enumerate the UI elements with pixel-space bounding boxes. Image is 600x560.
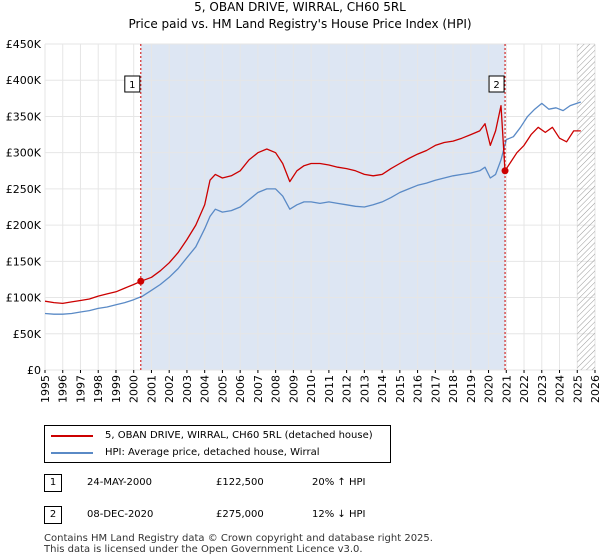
- transaction-price: £275,000: [216, 509, 264, 520]
- sale-label-box: [124, 75, 141, 93]
- footer-licence: This data is licensed under the Open Gov…: [44, 544, 363, 555]
- x-tick-label: 2010: [305, 375, 318, 403]
- x-tick-label: 2015: [394, 375, 407, 403]
- x-tick-label: 2003: [181, 375, 194, 403]
- x-tick-label: 2001: [145, 375, 158, 403]
- sale-label: 1: [129, 80, 135, 91]
- x-tick-label: 2012: [341, 375, 354, 403]
- x-tick-label: 1998: [92, 375, 105, 403]
- chart-title-line1: 5, OBAN DRIVE, WIRRAL, CH60 5RL: [194, 0, 406, 14]
- x-tick-label: 2007: [252, 375, 265, 403]
- x-tick-label: 2016: [412, 375, 425, 403]
- y-tick-label: £100K: [6, 292, 42, 305]
- forecast-hatch: [577, 44, 595, 370]
- x-tick-label: 2018: [447, 375, 460, 403]
- y-tick-label: £150K: [6, 255, 42, 268]
- x-tick-label: 2017: [429, 375, 442, 403]
- transaction-price: £122,500: [216, 477, 264, 488]
- x-tick-label: 2019: [465, 375, 478, 403]
- x-tick-label: 2008: [270, 375, 283, 403]
- x-tick-label: 2014: [376, 375, 389, 403]
- y-tick-label: £0: [27, 364, 41, 377]
- x-tick-label: 2026: [589, 375, 600, 403]
- footer: Contains HM Land Registry data © Crown c…: [44, 533, 433, 555]
- y-tick-label: £450K: [6, 38, 42, 51]
- x-tick-label: 1995: [39, 375, 52, 403]
- transaction-number: 2: [44, 506, 62, 524]
- y-tick-label: £400K: [6, 74, 42, 87]
- transaction-number: 1: [44, 474, 62, 492]
- x-tick-label: 2002: [163, 375, 176, 403]
- y-tick-label: £50K: [13, 328, 42, 341]
- x-tick-label: 2005: [216, 375, 229, 403]
- x-tick-label: 2004: [199, 375, 212, 403]
- x-tick-label: 2000: [128, 375, 141, 403]
- sale-period-band: [140, 44, 506, 370]
- y-tick-label: £300K: [6, 147, 42, 160]
- price-chart: 1 2 £0 £50K £100K £150K £200K £250K £300K £350K £…: [6, 38, 600, 403]
- y-tick-label: £350K: [6, 110, 42, 123]
- chart-title-line2: Price paid vs. HM Land Registry's House …: [128, 17, 472, 31]
- sale-label-box: [488, 75, 505, 93]
- legend: 5, OBAN DRIVE, WIRRAL, CH60 5RL (detache…: [44, 425, 391, 463]
- legend-swatch-property: [51, 435, 93, 437]
- x-tick-label: 2024: [554, 375, 567, 403]
- y-tick-label: £250K: [6, 183, 42, 196]
- transaction-hpi-change: 20% ↑ HPI: [312, 477, 366, 488]
- x-tick-label: 2011: [323, 375, 336, 403]
- sale-point: [501, 167, 509, 175]
- transaction-date: 08-DEC-2020: [87, 509, 154, 520]
- sale-point: [137, 277, 145, 285]
- x-tick-label: 2025: [571, 375, 584, 403]
- transaction-hpi-change: 12% ↓ HPI: [312, 509, 366, 520]
- x-tick-label: 2006: [234, 375, 247, 403]
- transaction-date: 24-MAY-2000: [87, 477, 153, 488]
- sale-label: 2: [493, 80, 499, 91]
- footer-copyright: Contains HM Land Registry data © Crown c…: [44, 533, 433, 544]
- hpi-line: [45, 101, 582, 315]
- x-tick-label: 1996: [57, 375, 70, 403]
- x-tick-label: 1999: [110, 375, 123, 403]
- x-tick-label: 2013: [358, 375, 371, 403]
- x-tick-label: 2020: [483, 375, 496, 403]
- x-tick-label: 1997: [74, 375, 87, 403]
- legend-label-hpi: HPI: Average price, detached house, Wirr…: [105, 447, 320, 458]
- legend-swatch-hpi: [51, 452, 93, 454]
- x-tick-label: 2023: [536, 375, 549, 403]
- x-tick-label: 2009: [287, 375, 300, 403]
- x-tick-label: 2022: [518, 375, 531, 403]
- x-tick-label: 2021: [500, 375, 513, 403]
- legend-label-property: 5, OBAN DRIVE, WIRRAL, CH60 5RL (detache…: [105, 430, 373, 441]
- y-tick-label: £200K: [6, 219, 42, 232]
